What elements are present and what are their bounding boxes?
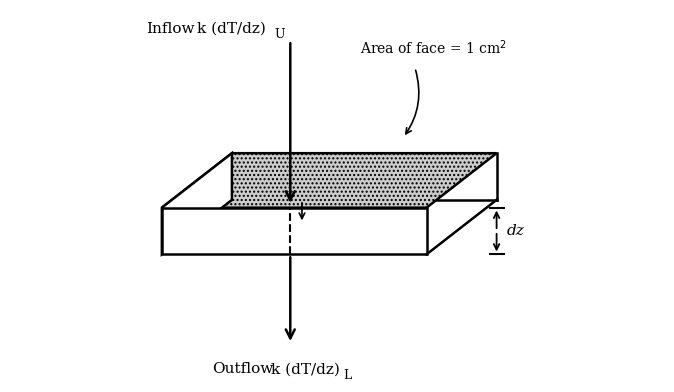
Polygon shape (162, 153, 232, 254)
Polygon shape (162, 153, 497, 208)
Text: k (dT/dz): k (dT/dz) (271, 362, 340, 376)
Text: U: U (274, 28, 284, 41)
Text: Area of face = 1 cm$^2$: Area of face = 1 cm$^2$ (361, 39, 508, 57)
Text: dz: dz (506, 224, 524, 238)
Text: L: L (343, 369, 351, 382)
Text: Inflow: Inflow (146, 22, 195, 36)
Text: k (dT/dz): k (dT/dz) (197, 22, 266, 36)
Text: Outflow: Outflow (212, 362, 274, 376)
Polygon shape (162, 208, 427, 254)
